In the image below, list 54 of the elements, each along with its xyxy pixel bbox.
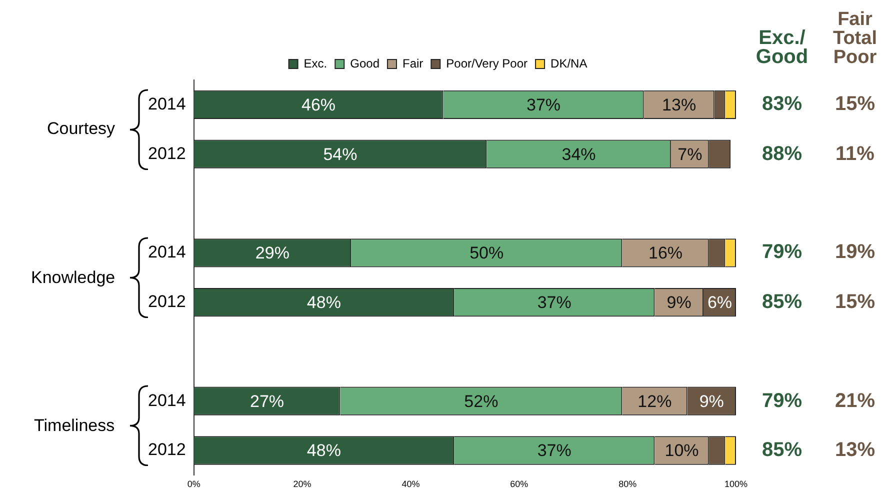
y-tick-label: 2012	[148, 440, 186, 460]
data-label: 48%	[306, 292, 341, 312]
data-label: 37%	[537, 292, 572, 312]
x-tick-label: 100%	[724, 479, 748, 490]
legend-label: Good	[350, 56, 380, 70]
data-label: 9%	[666, 292, 692, 312]
legend-label: DK/NA	[550, 56, 588, 70]
text: 15%	[835, 93, 876, 116]
y-tick-label: 2014	[148, 390, 186, 410]
data-label: 54%	[323, 144, 358, 164]
data-label: 37%	[526, 95, 561, 114]
text: Courtesy	[47, 119, 116, 140]
text: 88%	[762, 142, 802, 166]
data-label: 29%	[255, 244, 290, 263]
y-tick-label: 2012	[148, 144, 186, 163]
x-tick-label: 80%	[618, 479, 637, 490]
text: 79%	[762, 241, 802, 264]
text: 83%	[762, 93, 802, 116]
data-label: 27%	[250, 392, 284, 411]
y-tick-label: 2014	[148, 242, 186, 262]
data-label: 46%	[302, 95, 336, 114]
data-label: 37%	[537, 441, 572, 460]
data-label: 48%	[306, 441, 341, 460]
legend-label: Exc.	[304, 56, 328, 70]
text: Knowledge	[31, 268, 116, 288]
data-label: 34%	[562, 144, 596, 164]
text: Timeliness	[34, 416, 115, 436]
text: 85%	[762, 439, 802, 462]
text: 11%	[836, 142, 874, 166]
text: 19%	[835, 241, 876, 264]
data-label: 52%	[464, 392, 498, 411]
x-tick-label: 0%	[187, 479, 200, 490]
data-label: 9%	[699, 392, 724, 411]
data-label: 16%	[648, 244, 683, 263]
data-label: 10%	[664, 441, 699, 460]
data-label: 12%	[638, 392, 672, 411]
text: 85%	[762, 290, 802, 314]
data-label: 6%	[707, 292, 732, 312]
data-label: 7%	[678, 144, 702, 164]
legend-label: Poor/Very Poor	[446, 56, 528, 70]
text: 15%	[835, 290, 876, 314]
text: Fair Total Poor	[832, 8, 878, 68]
text: 13%	[835, 439, 876, 462]
x-tick-label: 20%	[293, 479, 312, 490]
x-tick-label: 60%	[510, 479, 528, 490]
y-tick-label: 2014	[148, 94, 186, 114]
data-label: 50%	[470, 244, 504, 263]
text: 21%	[835, 390, 876, 413]
text: 79%	[762, 390, 802, 413]
x-tick-label: 40%	[402, 479, 420, 490]
legend-label: Fair	[402, 56, 424, 70]
text: Exc./ Good	[754, 27, 810, 68]
data-label: 13%	[662, 95, 696, 114]
y-tick-label: 2012	[148, 292, 186, 311]
